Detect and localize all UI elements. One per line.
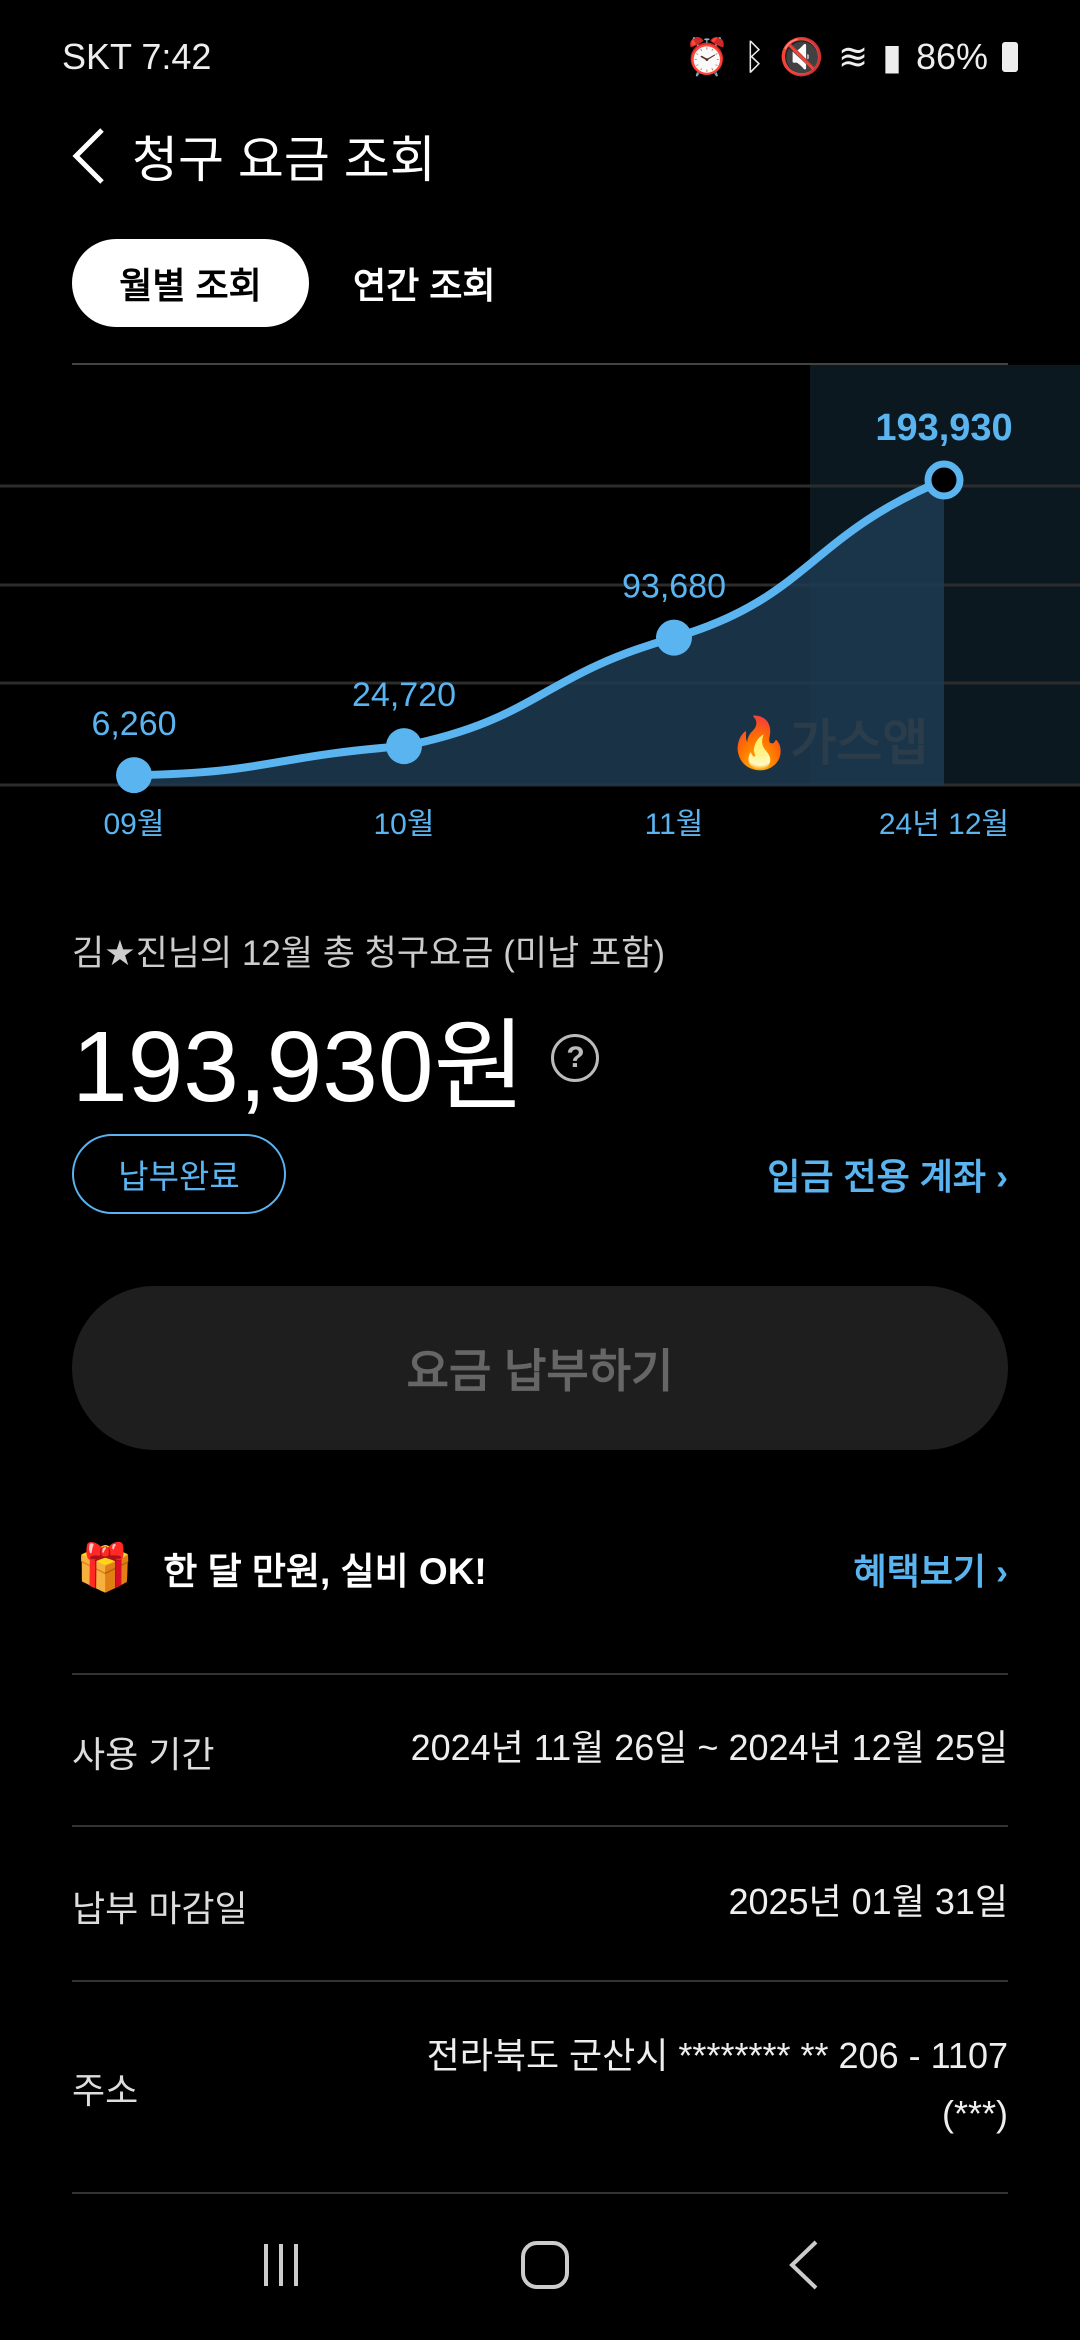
tab-yearly[interactable]: 연간 조회 <box>353 265 496 306</box>
carrier-time: SKT 7:42 <box>62 36 212 77</box>
x-tick-label: 11월 <box>645 808 704 841</box>
app-header: 청구 요금 조회 <box>70 120 436 192</box>
data-label: 193,930 <box>875 407 1012 449</box>
address-line: 전라북도 군산시 ******** ** 206 - 1107 <box>426 2035 1008 2076</box>
bill-caption: 김★진님의 12월 총 청구요금 (미납 포함) <box>72 934 666 973</box>
data-label: 93,680 <box>622 568 726 606</box>
battery-icon <box>1002 42 1018 72</box>
address-line-2: (***) <box>941 2093 1008 2134</box>
bluetooth-icon: ᛒ <box>743 36 766 77</box>
detail-label: 사용 기간 <box>72 1734 215 1775</box>
help-icon[interactable]: ? <box>551 1033 600 1082</box>
data-point[interactable] <box>656 619 692 656</box>
total-amount: 193,930원 ? <box>72 985 600 1130</box>
data-point[interactable] <box>116 757 152 794</box>
divider <box>72 1673 1008 1675</box>
series-line <box>133 476 946 780</box>
divider <box>72 1980 1008 1982</box>
gift-icon: 🎁 <box>76 1541 134 1593</box>
divider <box>72 2192 1008 2194</box>
alarm-icon: ⏰ <box>684 36 730 77</box>
link-label: 혜택보기 <box>853 1551 986 1592</box>
data-point[interactable] <box>386 728 422 765</box>
detail-value: 2025년 01월 31일 <box>728 1881 1008 1922</box>
watermark-logo: 🔥가스앱 <box>728 714 928 772</box>
x-tick-label: 09월 <box>104 808 165 841</box>
back-nav-icon[interactable] <box>784 2238 824 2292</box>
detail-value: 2024년 11월 26일 ~ 2024년 12월 25일 <box>410 1727 1008 1768</box>
home-icon[interactable] <box>518 2238 572 2292</box>
chevron-right-icon: › <box>996 1551 1008 1592</box>
divider <box>72 1825 1008 1827</box>
deposit-account-link[interactable]: 입금 전용 계좌 › <box>767 1148 1008 1200</box>
back-icon[interactable] <box>70 126 106 186</box>
mute-icon: 🔇 <box>779 36 824 77</box>
data-label: 24,720 <box>352 676 456 714</box>
divider <box>72 363 1008 365</box>
recent-apps-icon[interactable] <box>256 2240 306 2290</box>
promo-text: 한 달 만원, 실비 OK! <box>163 1550 487 1592</box>
signal-icon: ▮ <box>882 36 902 77</box>
tab-monthly[interactable]: 월별 조회 <box>72 239 309 327</box>
bill-chart: 🔥가스앱 6,260 09월 24,720 10월 93,680 11월 193,930 24… <box>0 365 1080 841</box>
status-badge: 납부완료 <box>72 1134 286 1214</box>
status-bar: SKT 7:42 ⏰ ᛒ 🔇 ≋ ▮ 86% <box>62 30 1018 84</box>
x-tick-label: 10월 <box>374 808 435 841</box>
chevron-right-icon: › <box>996 1156 1008 1197</box>
detail-value: 전라북도 군산시 ******** ** 206 - 1107 (***) <box>427 2027 1008 2143</box>
data-label: 6,260 <box>91 705 176 743</box>
system-nav-bar <box>0 2225 1080 2305</box>
promo-banner[interactable]: 🎁 한 달 만원, 실비 OK! <box>76 1540 487 1595</box>
benefit-link[interactable]: 혜택보기 › <box>854 1543 1009 1595</box>
detail-label: 납부 마감일 <box>72 1888 248 1929</box>
x-tick-label: 24년 12월 <box>879 808 1009 841</box>
link-label: 입금 전용 계좌 <box>767 1156 986 1197</box>
page-title: 청구 요금 조회 <box>132 132 436 188</box>
amount-value: 193,930원 <box>72 1011 526 1123</box>
view-tabs: 월별 조회 연간 조회 <box>72 239 495 327</box>
wifi-icon: ≋ <box>837 36 869 77</box>
battery-level: 86% <box>915 36 988 77</box>
pay-button[interactable]: 요금 납부하기 <box>72 1286 1008 1450</box>
data-point[interactable] <box>924 460 964 500</box>
detail-label: 주소 <box>72 2070 139 2111</box>
area-fill <box>134 480 944 785</box>
